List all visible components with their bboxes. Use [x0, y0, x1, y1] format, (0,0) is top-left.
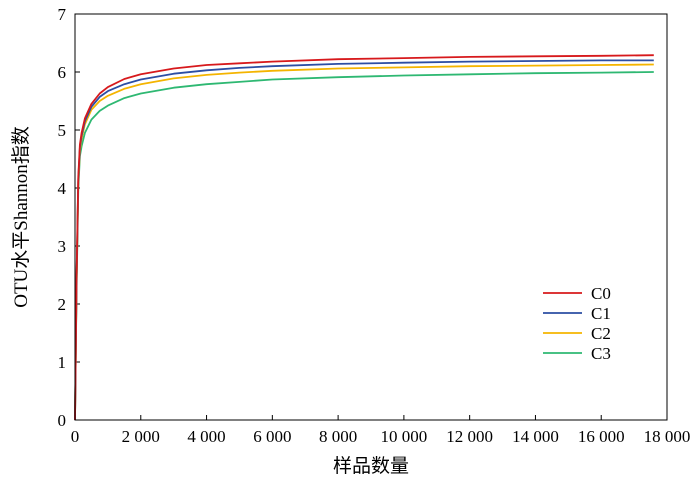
- x-tick-label: 14 000: [512, 427, 559, 446]
- series-line-c0: [74, 54, 654, 421]
- series-line-c3: [74, 71, 654, 421]
- plot-lines: [74, 54, 654, 421]
- x-axis-title: 样品数量: [333, 455, 409, 477]
- y-tick-label: 5: [58, 121, 67, 140]
- y-tick-label: 4: [58, 179, 67, 198]
- x-tick-label: 8 000: [319, 427, 357, 446]
- x-tick-label: 6 000: [253, 427, 291, 446]
- legend-label-c1: C1: [591, 304, 611, 323]
- x-tick-label: 0: [71, 427, 80, 446]
- y-tick-label: 3: [58, 237, 67, 256]
- x-tick-label: 16 000: [578, 427, 625, 446]
- x-tick-label: 2 000: [122, 427, 160, 446]
- x-tick-label: 4 000: [187, 427, 225, 446]
- series-line-c1: [74, 59, 654, 421]
- x-tick-label: 10 000: [381, 427, 428, 446]
- x-tick-label: 12 000: [446, 427, 493, 446]
- y-axis-title: OTU水平Shannon指数: [10, 126, 32, 308]
- series-line-c2: [74, 63, 654, 421]
- x-tick-label: 18 000: [644, 427, 691, 446]
- y-tick-label: 6: [58, 63, 67, 82]
- y-tick-label: 2: [58, 295, 67, 314]
- legend-label-c3: C3: [591, 344, 611, 363]
- legend-label-c0: C0: [591, 284, 611, 303]
- axis-ticks: 0 1 2 3 4 5 6 7 0 2 000 4 000 6 000 8 000 10 000 12 00…: [58, 5, 691, 446]
- y-tick-label: 1: [58, 353, 67, 372]
- y-tick-label: 7: [58, 5, 67, 24]
- legend-label-c2: C2: [591, 324, 611, 343]
- plot-frame: [74, 13, 668, 421]
- y-tick-label: 0: [58, 411, 67, 430]
